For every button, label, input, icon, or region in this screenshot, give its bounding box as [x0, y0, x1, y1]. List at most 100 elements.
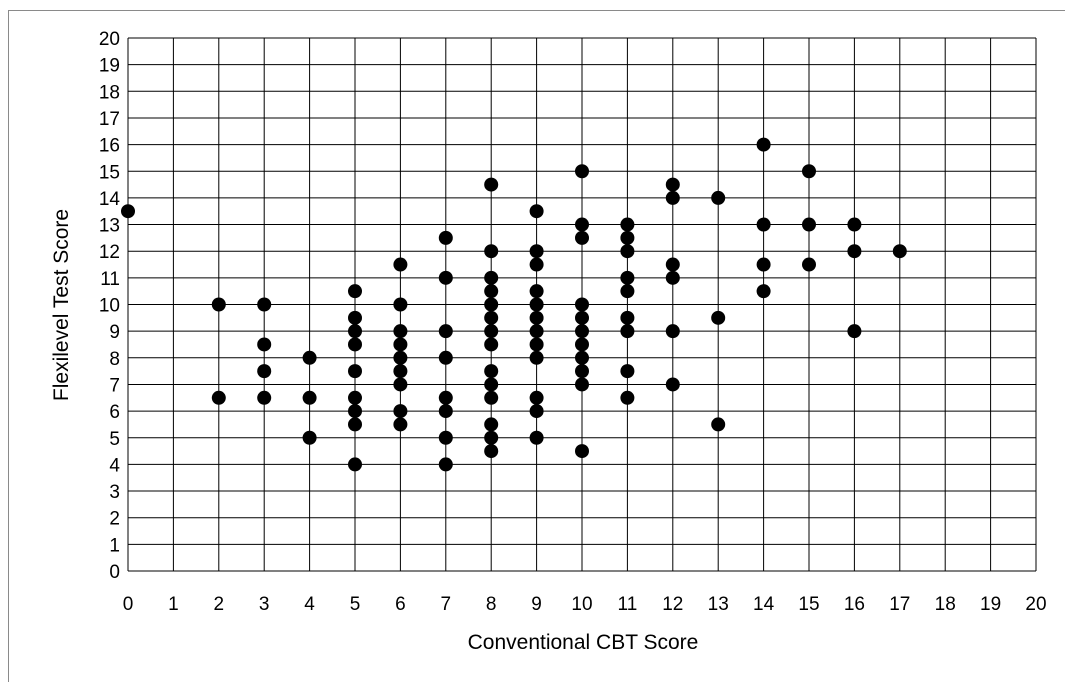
- data-point: [438, 230, 453, 245]
- data-point: [393, 324, 408, 339]
- x-tick-label: 8: [486, 594, 497, 615]
- x-tick-label: 14: [753, 594, 775, 615]
- data-point: [121, 204, 135, 219]
- data-point: [802, 257, 816, 272]
- y-tick-label: 20: [99, 29, 120, 50]
- data-point: [575, 230, 589, 245]
- data-point: [348, 404, 362, 419]
- y-axis-title: Flexilevel Test Score: [50, 209, 73, 401]
- data-point: [393, 350, 408, 365]
- x-tick-label: 5: [350, 594, 361, 615]
- y-tick-label: 14: [99, 189, 121, 210]
- y-tick-label: 0: [109, 562, 120, 583]
- x-tick-label: 0: [123, 594, 134, 615]
- y-tick-label: 16: [99, 136, 120, 157]
- data-point: [393, 337, 408, 352]
- x-tick-label: 9: [531, 594, 542, 615]
- data-point: [665, 377, 680, 392]
- y-tick-label: 15: [99, 162, 120, 183]
- data-point: [620, 324, 635, 339]
- data-point: [620, 310, 635, 325]
- data-point: [620, 217, 635, 232]
- x-tick-label: 11: [618, 594, 638, 615]
- data-point: [620, 284, 635, 299]
- data-point: [484, 297, 499, 312]
- data-point: [529, 284, 544, 299]
- data-point: [529, 350, 544, 365]
- y-tick-label: 11: [100, 269, 120, 290]
- data-point: [393, 364, 408, 379]
- y-tick-label: 5: [109, 429, 120, 450]
- data-point: [665, 324, 680, 339]
- data-point: [620, 270, 635, 285]
- x-tick-labels: 0 1 2 3 4 5 6 7 8 9 10 11 12 13 14 15 16 17 18 19 20: [123, 594, 1047, 615]
- data-point: [484, 390, 499, 405]
- data-point: [484, 444, 499, 459]
- data-point: [665, 177, 680, 192]
- data-point: [257, 297, 272, 312]
- data-point: [575, 310, 589, 325]
- data-point: [620, 390, 635, 405]
- data-point: [529, 390, 544, 405]
- x-tick-label: 13: [708, 594, 729, 615]
- data-point: [620, 244, 635, 259]
- x-axis-title: Conventional CBT Score: [468, 631, 699, 654]
- x-tick-label: 19: [980, 594, 1001, 615]
- data-point: [620, 230, 635, 245]
- data-point: [302, 430, 317, 445]
- data-point: [575, 337, 589, 352]
- data-point: [529, 324, 544, 339]
- data-point: [575, 364, 589, 379]
- x-tick-label: 7: [441, 594, 452, 615]
- y-tick-label: 12: [99, 242, 120, 263]
- data-point: [847, 217, 862, 232]
- data-point: [575, 164, 589, 179]
- data-point: [620, 364, 635, 379]
- data-point: [438, 350, 453, 365]
- x-tick-label: 10: [571, 594, 592, 615]
- data-point: [302, 350, 317, 365]
- y-tick-label: 17: [99, 109, 120, 130]
- data-point: [847, 244, 862, 259]
- data-point: [711, 190, 726, 205]
- data-point: [484, 337, 499, 352]
- data-point: [393, 404, 408, 419]
- data-point: [393, 417, 408, 432]
- data-point: [529, 204, 544, 219]
- y-tick-label: 3: [109, 482, 120, 503]
- data-point: [484, 377, 499, 392]
- data-point: [711, 310, 726, 325]
- y-tick-label: 1: [109, 535, 120, 556]
- data-point: [575, 217, 589, 232]
- data-point: [393, 257, 408, 272]
- y-tick-label: 7: [109, 375, 120, 396]
- data-point: [756, 257, 771, 272]
- x-tick-label: 20: [1025, 594, 1046, 615]
- data-point: [484, 417, 499, 432]
- x-tick-label: 2: [214, 594, 225, 615]
- data-point: [484, 324, 499, 339]
- chart-frame: [8, 10, 1065, 682]
- data-point: [302, 390, 317, 405]
- data-point: [257, 337, 272, 352]
- data-point: [802, 217, 816, 232]
- data-point: [847, 324, 862, 339]
- data-point: [211, 390, 226, 405]
- data-point: [484, 244, 499, 259]
- data-point: [348, 457, 362, 472]
- data-point: [665, 257, 680, 272]
- data-point: [438, 457, 453, 472]
- data-point: [484, 430, 499, 445]
- data-point: [393, 377, 408, 392]
- data-point: [438, 404, 453, 419]
- data-point: [529, 337, 544, 352]
- data-point: [484, 284, 499, 299]
- data-point: [575, 377, 589, 392]
- x-tick-label: 1: [168, 594, 179, 615]
- data-point: [756, 284, 771, 299]
- data-point: [257, 364, 272, 379]
- x-tick-label: 6: [395, 594, 406, 615]
- data-point: [529, 430, 544, 445]
